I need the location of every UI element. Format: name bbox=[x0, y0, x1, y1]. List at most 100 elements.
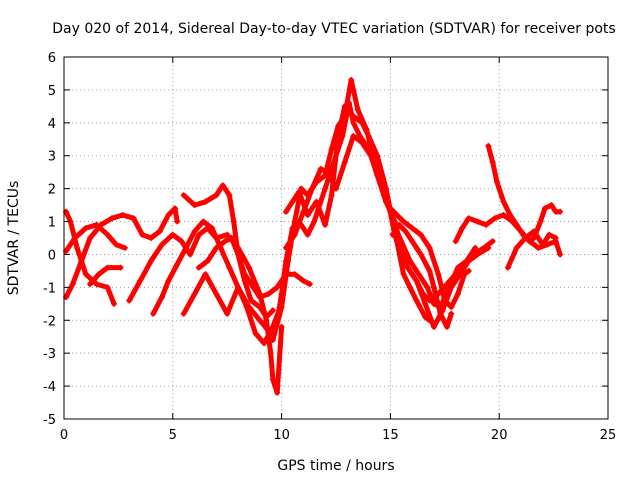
data-point bbox=[322, 221, 329, 228]
data-point bbox=[148, 235, 155, 241]
data-point bbox=[111, 300, 118, 307]
data-point bbox=[226, 192, 233, 199]
data-point bbox=[474, 218, 481, 225]
data-point bbox=[328, 146, 335, 153]
data-point bbox=[454, 290, 461, 297]
data-point bbox=[507, 211, 514, 218]
data-series bbox=[63, 77, 564, 396]
data-point bbox=[213, 192, 220, 199]
data-point bbox=[245, 264, 252, 271]
data-point bbox=[367, 152, 374, 159]
data-point bbox=[552, 235, 559, 241]
data-point bbox=[396, 221, 403, 228]
data-point bbox=[78, 258, 85, 265]
data-point bbox=[443, 281, 450, 288]
data-point bbox=[191, 228, 198, 235]
data-point bbox=[341, 159, 348, 166]
data-point bbox=[222, 238, 229, 245]
data-point bbox=[213, 290, 220, 297]
data-point bbox=[489, 238, 496, 245]
data-point bbox=[350, 132, 357, 139]
data-point bbox=[178, 238, 185, 245]
data-point bbox=[500, 198, 507, 205]
data-point bbox=[389, 231, 396, 238]
data-point bbox=[71, 235, 78, 241]
y-tick-label: -2 bbox=[43, 314, 56, 329]
data-point bbox=[263, 313, 270, 320]
data-point bbox=[374, 152, 381, 159]
data-point bbox=[537, 218, 544, 225]
data-point bbox=[531, 228, 538, 235]
data-point bbox=[435, 271, 442, 278]
data-point bbox=[261, 340, 268, 347]
data-point bbox=[104, 231, 111, 238]
series-track-2 bbox=[63, 205, 181, 301]
data-point bbox=[324, 169, 331, 176]
data-point bbox=[169, 231, 176, 238]
series-track-13 bbox=[389, 221, 455, 330]
data-point bbox=[376, 165, 383, 172]
data-point bbox=[311, 218, 318, 225]
data-point bbox=[483, 221, 490, 228]
data-point bbox=[296, 188, 303, 195]
data-point bbox=[180, 310, 187, 317]
data-point bbox=[235, 284, 242, 291]
data-point bbox=[74, 244, 81, 251]
plot-frame bbox=[63, 56, 609, 420]
data-point bbox=[87, 235, 94, 241]
data-point bbox=[241, 271, 248, 278]
data-point bbox=[121, 244, 128, 251]
data-point bbox=[465, 267, 472, 274]
data-point bbox=[472, 244, 479, 251]
data-point bbox=[291, 231, 298, 238]
data-point bbox=[400, 218, 407, 225]
data-point bbox=[282, 244, 289, 251]
data-point bbox=[156, 228, 163, 235]
series-trace bbox=[63, 205, 180, 300]
data-point bbox=[404, 264, 411, 271]
data-point bbox=[150, 310, 157, 317]
data-point bbox=[269, 376, 276, 383]
data-point bbox=[485, 142, 492, 149]
data-point bbox=[526, 238, 533, 245]
data-point bbox=[174, 218, 181, 225]
data-point bbox=[437, 310, 444, 317]
data-point bbox=[470, 251, 477, 258]
data-point bbox=[104, 284, 111, 291]
y-tick-label: -3 bbox=[43, 347, 56, 362]
data-point bbox=[204, 258, 211, 265]
series-track-8 bbox=[180, 182, 276, 320]
data-point bbox=[158, 241, 165, 248]
x-axis-label: GPS time / hours bbox=[277, 458, 394, 474]
data-point bbox=[406, 284, 413, 291]
data-point bbox=[461, 261, 468, 268]
data-point bbox=[265, 290, 272, 297]
data-point bbox=[448, 310, 455, 317]
series-track-1 bbox=[63, 208, 118, 307]
data-point bbox=[230, 218, 237, 225]
data-point bbox=[165, 211, 172, 218]
data-point bbox=[182, 244, 189, 251]
data-point bbox=[285, 258, 292, 265]
data-point bbox=[274, 389, 281, 396]
data-point bbox=[191, 290, 198, 297]
x-tick-label: 5 bbox=[169, 428, 177, 443]
data-point bbox=[269, 337, 276, 344]
data-point bbox=[548, 202, 555, 209]
series-track-4 bbox=[87, 264, 124, 288]
data-point bbox=[95, 271, 102, 278]
data-point bbox=[393, 211, 400, 218]
data-point bbox=[256, 317, 263, 324]
data-point bbox=[359, 139, 366, 146]
data-point bbox=[256, 304, 263, 311]
data-point bbox=[328, 192, 335, 199]
data-point bbox=[494, 179, 501, 186]
data-point bbox=[422, 300, 429, 307]
data-point bbox=[119, 211, 126, 218]
data-point bbox=[557, 251, 564, 258]
data-point bbox=[93, 281, 100, 288]
y-tick-label: -4 bbox=[43, 380, 56, 395]
data-point bbox=[158, 294, 165, 301]
data-point bbox=[350, 119, 357, 126]
data-point bbox=[282, 208, 289, 215]
